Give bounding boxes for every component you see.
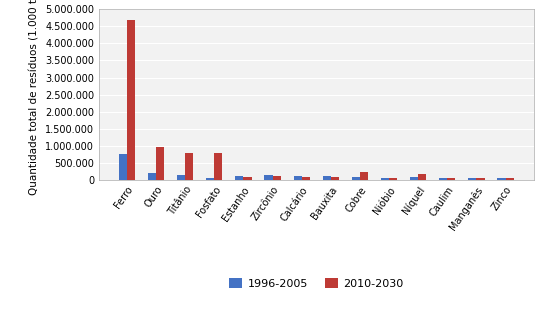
Bar <box>235 176 244 180</box>
Bar <box>206 178 214 180</box>
Bar <box>302 177 310 180</box>
Bar <box>119 154 127 180</box>
Bar <box>360 172 368 180</box>
Bar <box>505 178 514 180</box>
Bar <box>381 178 389 180</box>
Bar <box>418 174 426 180</box>
Legend: 1996-2005, 2010-2030: 1996-2005, 2010-2030 <box>224 274 408 293</box>
Bar <box>294 176 302 180</box>
Bar <box>352 177 360 180</box>
Bar <box>497 179 505 180</box>
Bar <box>476 178 485 180</box>
Bar <box>410 177 418 180</box>
Bar <box>148 173 156 180</box>
Bar <box>389 178 397 180</box>
Bar <box>127 20 135 180</box>
Bar <box>156 148 164 180</box>
Bar <box>331 177 339 180</box>
Bar <box>244 177 251 180</box>
Bar <box>439 178 447 180</box>
Bar <box>185 153 193 180</box>
Bar <box>323 176 331 180</box>
Bar <box>447 178 455 180</box>
Bar <box>177 175 185 180</box>
Bar <box>265 175 273 180</box>
Bar <box>214 153 222 180</box>
Y-axis label: Quantidade total de resíduos (1.000 t): Quantidade total de resíduos (1.000 t) <box>30 0 40 195</box>
Bar <box>468 178 476 180</box>
Bar <box>273 176 280 180</box>
